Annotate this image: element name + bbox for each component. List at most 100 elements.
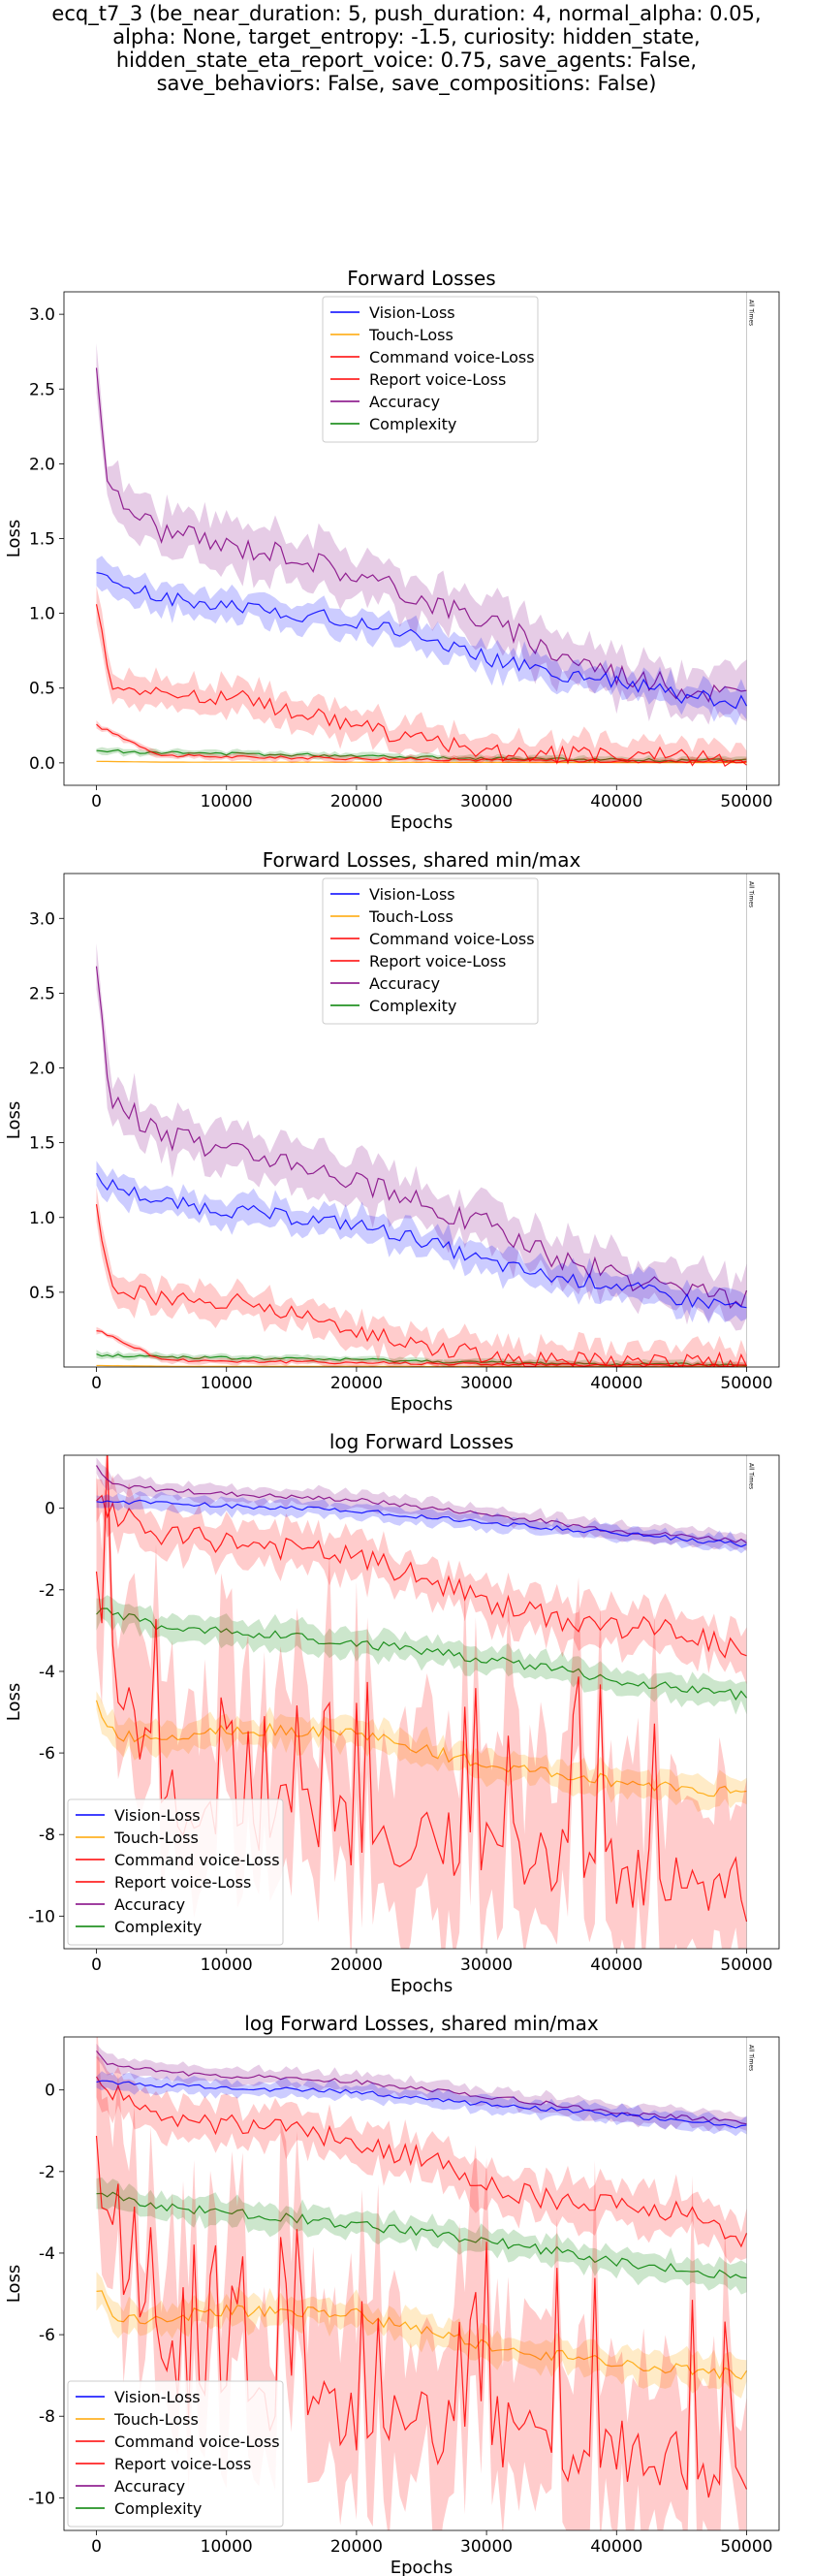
x-tick-label: 40000 xyxy=(590,1374,642,1393)
series-line xyxy=(96,748,747,763)
series-line xyxy=(95,1465,747,1543)
y-tick-label: 0.5 xyxy=(29,1284,55,1303)
series-band xyxy=(96,1691,747,1812)
legend-label: Accuracy xyxy=(114,2477,185,2496)
legend: Vision-Loss Touch-Loss Command voice-Loss R… xyxy=(322,877,539,1025)
axes-frame xyxy=(63,2036,780,2531)
legend-label: Touch-Loss xyxy=(113,1829,199,1847)
plot-area xyxy=(95,942,748,1367)
x-tick-label: 0 xyxy=(91,2537,102,2557)
legend-box xyxy=(322,296,539,443)
series-band xyxy=(96,942,747,1331)
x-tick-label: 0 xyxy=(91,1374,102,1393)
x-tick-label: 20000 xyxy=(330,792,383,811)
legend-label: Complexity xyxy=(369,997,456,1015)
y-tick-label: 0.0 xyxy=(29,754,55,774)
legend-label: Touch-Loss xyxy=(368,326,453,344)
x-axis-label: Epochs xyxy=(391,1976,453,1996)
legend-label: Command voice-Loss xyxy=(114,2433,280,2451)
figure-suptitle: ecq_t7_3 (be_near_duration: 5, push_dura… xyxy=(0,2,813,95)
series-band xyxy=(96,1475,747,1685)
y-tick-label: -2 xyxy=(39,1581,55,1601)
legend-label: Complexity xyxy=(114,2499,202,2518)
suptitle-line: ecq_t7_3 (be_near_duration: 5, push_dura… xyxy=(51,2,762,25)
series-band xyxy=(96,586,747,763)
y-tick-label: -2 xyxy=(39,2163,55,2182)
y-tick-label: 1.5 xyxy=(29,1134,55,1154)
y-tick-label: 0 xyxy=(45,1500,55,1519)
y-tick-label: 2.5 xyxy=(29,380,55,399)
series-line xyxy=(95,966,748,1309)
chart-log-forward-losses-shared: log Forward Losses, shared min/max All Ti… xyxy=(4,2012,780,2576)
x-tick-label: 0 xyxy=(91,1956,102,1975)
x-tick-label: 50000 xyxy=(720,2537,772,2557)
plot-area xyxy=(95,343,748,767)
y-tick-label: 1.5 xyxy=(29,530,55,550)
x-tick-label: 30000 xyxy=(460,1956,513,1975)
series-line xyxy=(95,1204,748,1367)
x-tick-label: 30000 xyxy=(460,792,513,811)
legend-label: Report voice-Loss xyxy=(369,952,506,970)
y-tick-label: -8 xyxy=(39,2407,55,2427)
legend-label: Command voice-Loss xyxy=(369,348,535,366)
y-axis-label: Loss xyxy=(4,1101,24,1139)
y-tick-label: -4 xyxy=(39,1663,55,1682)
x-tick-label: 10000 xyxy=(201,1374,253,1393)
series-line xyxy=(96,1330,747,1367)
x-axis-label: Epochs xyxy=(391,1394,453,1415)
axes-frame xyxy=(63,873,780,1368)
legend-label: Vision-Loss xyxy=(114,2388,201,2406)
x-tick-label: 50000 xyxy=(720,792,772,811)
chart-title: log Forward Losses, shared min/max xyxy=(244,2012,599,2035)
legend-label: Command voice-Loss xyxy=(369,930,535,948)
y-tick-label: 1.0 xyxy=(29,1209,55,1228)
series-band xyxy=(96,1161,747,1324)
x-tick-label: 10000 xyxy=(201,2537,253,2557)
legend-label: Vision-Loss xyxy=(369,885,455,904)
y-tick-label: -8 xyxy=(39,1826,55,1845)
chart-forward-losses-shared: Forward Losses, shared min/max All Times 0… xyxy=(4,848,780,1415)
legend-label: Vision-Loss xyxy=(114,1806,201,1825)
x-tick-label: 10000 xyxy=(201,792,253,811)
x-tick-label: 40000 xyxy=(590,2537,642,2557)
y-tick-label: 0.5 xyxy=(29,680,55,699)
vline-label: All Times xyxy=(747,2045,754,2071)
y-axis-label: Loss xyxy=(4,520,24,557)
series-line xyxy=(95,2076,748,2248)
legend: Vision-Loss Touch-Loss Command voice-Loss R… xyxy=(322,296,539,443)
x-tick-label: 20000 xyxy=(330,2537,383,2557)
legend-box xyxy=(322,877,539,1025)
y-axis-label: Loss xyxy=(4,1683,24,1721)
suptitle-line: hidden_state_eta_report_voice: 0.75, sav… xyxy=(115,48,698,72)
x-tick-label: 30000 xyxy=(460,1374,513,1393)
x-tick-label: 50000 xyxy=(720,1374,772,1393)
y-tick-label: -4 xyxy=(39,2244,55,2264)
legend-label: Report voice-Loss xyxy=(369,370,506,389)
x-axis-label: Epochs xyxy=(391,812,453,833)
series-line xyxy=(95,1172,747,1310)
y-tick-label: 2.0 xyxy=(29,455,55,474)
y-tick-label: -10 xyxy=(28,1907,55,1926)
legend-label: Touch-Loss xyxy=(113,2410,199,2429)
legend-label: Report voice-Loss xyxy=(114,2455,251,2473)
x-tick-label: 20000 xyxy=(330,1374,383,1393)
y-tick-label: 3.0 xyxy=(29,909,55,929)
y-tick-label: 0 xyxy=(45,2082,55,2101)
series-line xyxy=(96,2080,747,2129)
suptitle-line: alpha: None, target_entropy: -1.5, curio… xyxy=(112,25,701,48)
x-tick-label: 30000 xyxy=(460,2537,513,2557)
series-band xyxy=(96,1350,747,1367)
vline-label: All Times xyxy=(747,1463,754,1489)
series-line xyxy=(96,1494,747,1659)
y-tick-label: 2.5 xyxy=(29,984,55,1003)
axes-frame xyxy=(63,1454,780,1950)
series-line xyxy=(95,604,747,767)
series-line xyxy=(96,2051,747,2125)
x-tick-label: 40000 xyxy=(590,1956,642,1975)
x-tick-label: 0 xyxy=(91,792,102,811)
series-band xyxy=(96,720,747,763)
series-line xyxy=(96,2191,747,2279)
series-line xyxy=(95,367,747,703)
legend-label: Accuracy xyxy=(369,974,440,993)
x-tick-label: 40000 xyxy=(590,792,642,811)
